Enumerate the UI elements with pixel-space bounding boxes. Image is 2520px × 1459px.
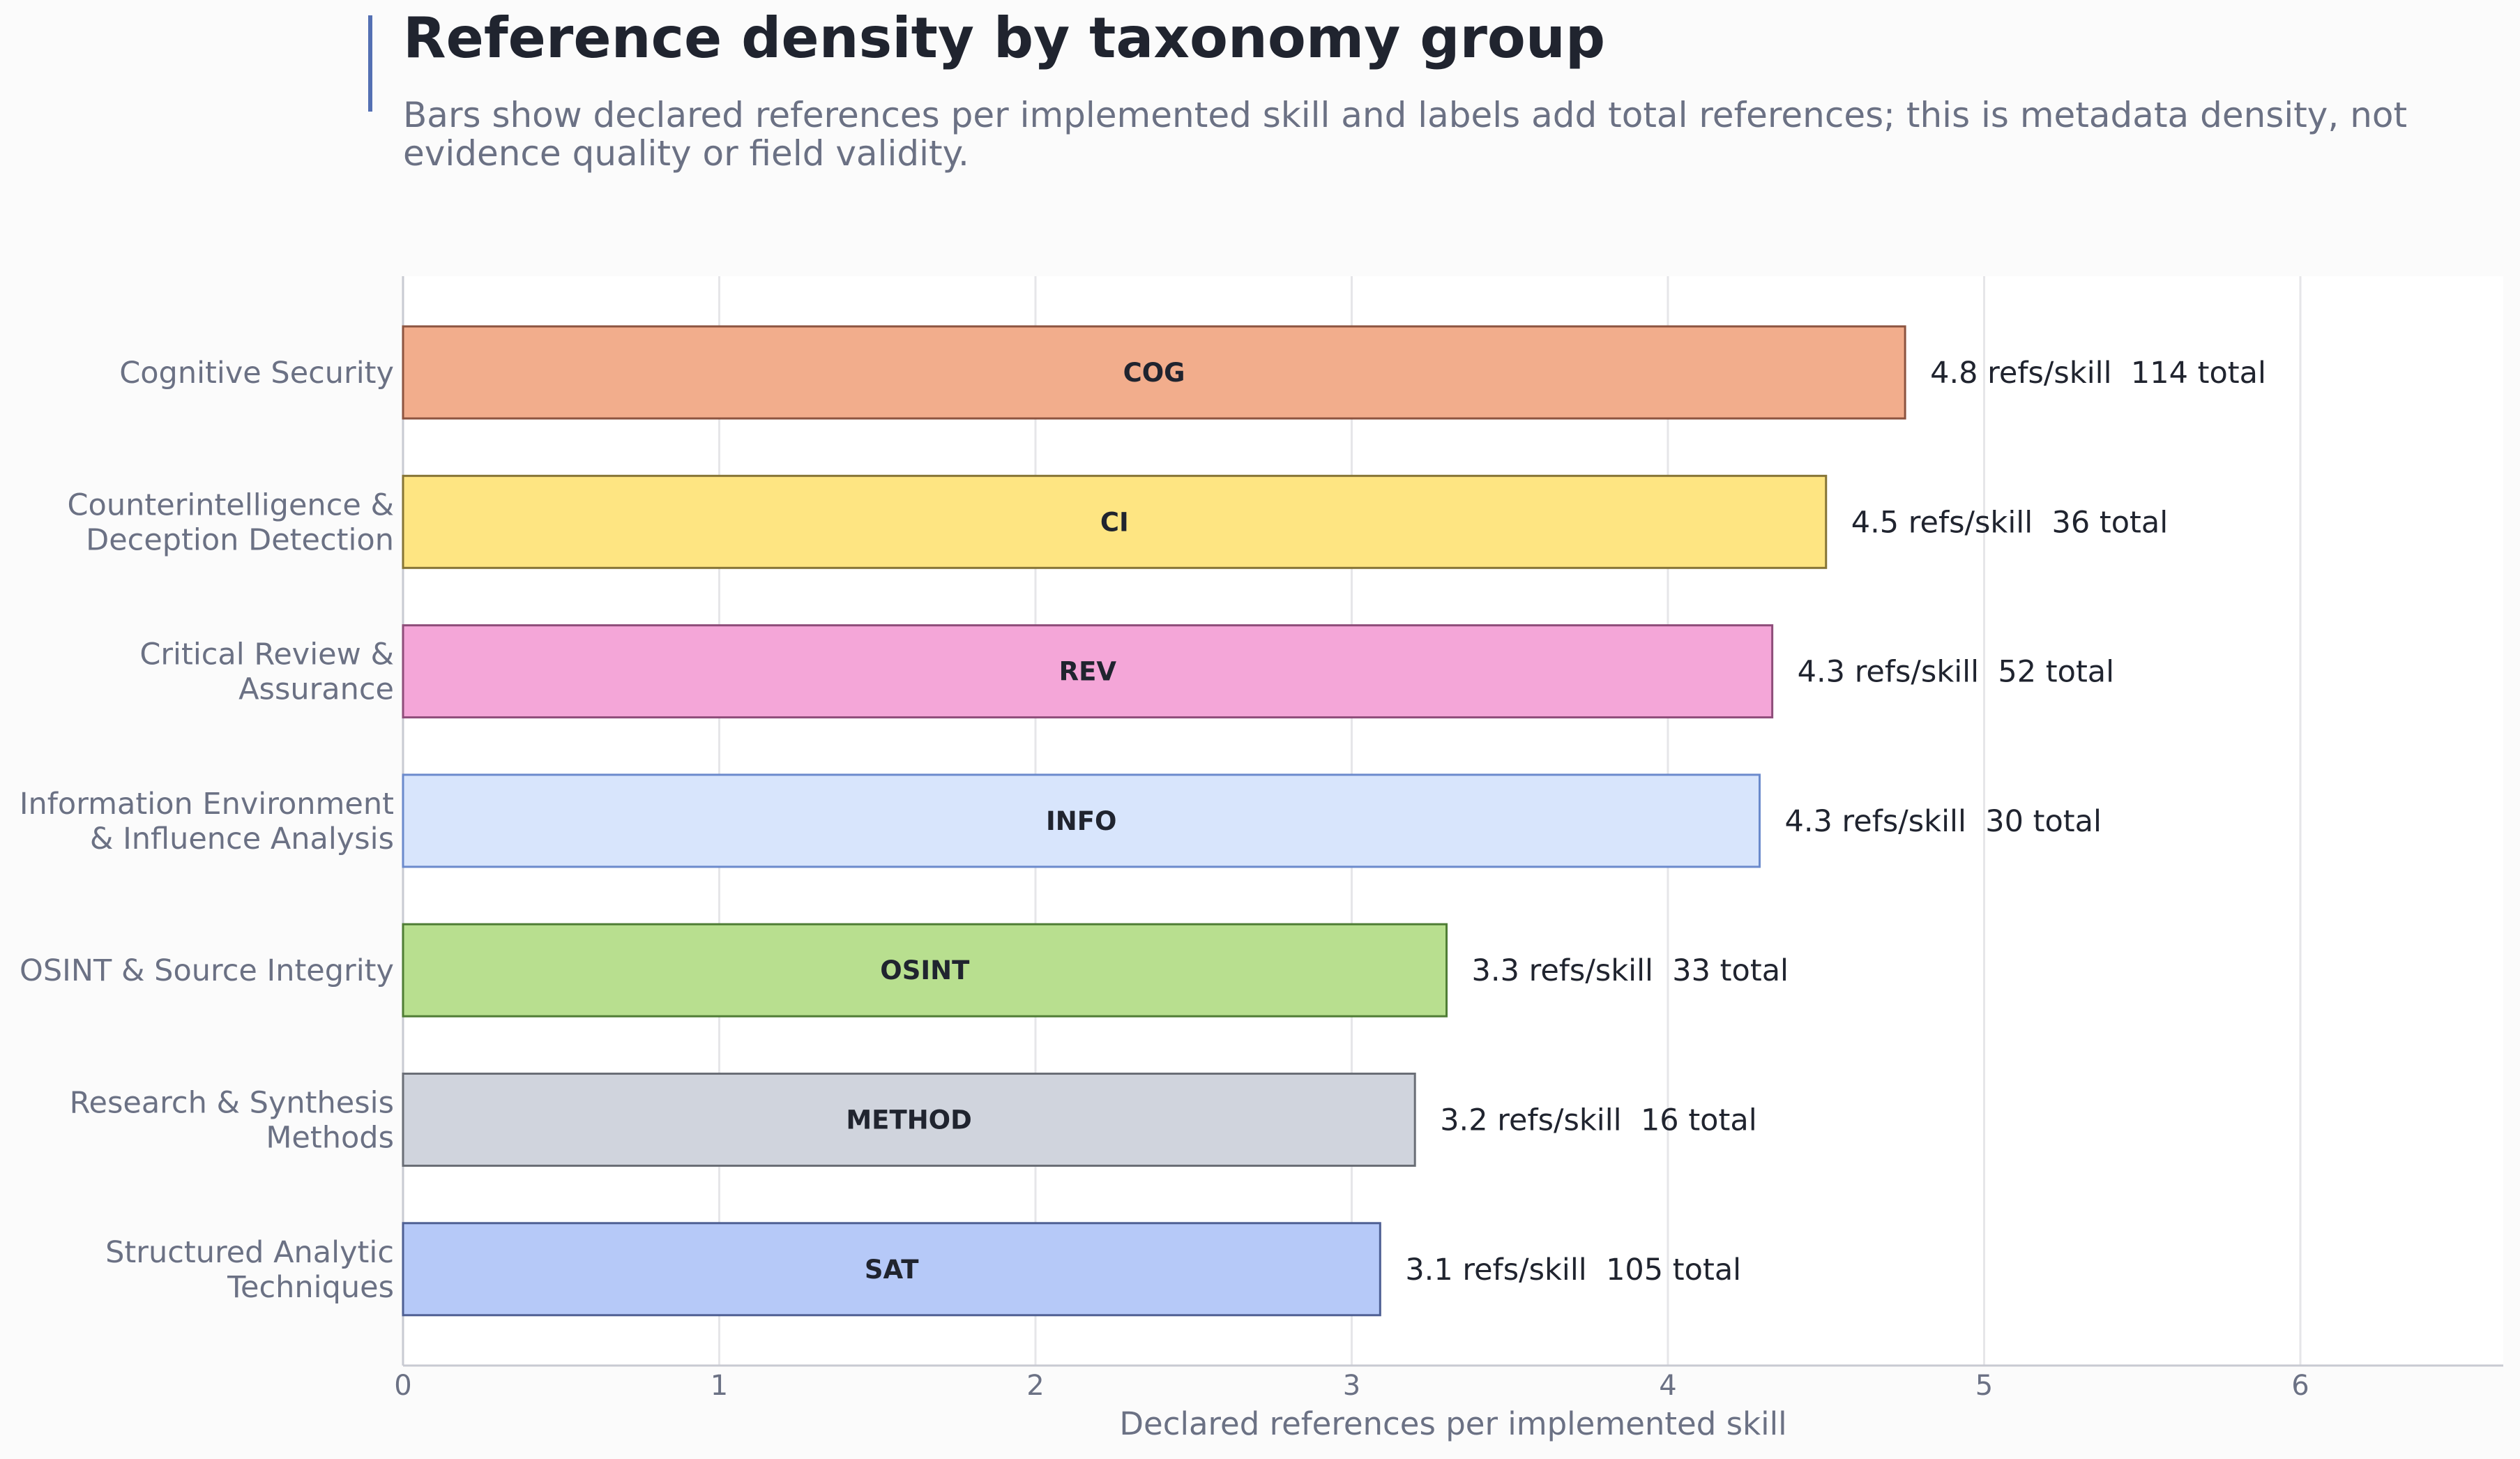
x-tick-label: 6: [2291, 1370, 2309, 1402]
bar-value-label: 4.3 refs/skill 52 total: [1798, 655, 2114, 690]
bar-code-label: REV: [1059, 657, 1117, 687]
bar: [402, 624, 1774, 719]
chart-subtitle-line-1: Bars show declared references per implem…: [403, 95, 2407, 135]
chart-header: Reference density by taxonomy group Bars…: [368, 6, 2407, 174]
y-category-label: Structured Analytic: [105, 1235, 394, 1270]
chart-title: Reference density by taxonomy group: [403, 6, 1605, 70]
y-category-label: OSINT & Source Integrity: [20, 953, 394, 988]
bar-value-label: 4.5 refs/skill 36 total: [1851, 505, 2168, 540]
x-tick-label: 1: [711, 1370, 728, 1402]
y-category-label: Deception Detection: [86, 522, 394, 557]
plot-area: 0 1 2 3 4 5 6 COG 4.8 refs/skill 114 total Cognit…: [20, 276, 2503, 1402]
bar-value-label: 4.8 refs/skill 114 total: [1930, 356, 2266, 391]
bar: [402, 773, 1761, 868]
y-category-label: Research & Synthesis: [70, 1086, 394, 1121]
x-tick-label: 0: [394, 1370, 411, 1402]
y-category-label: & Influence Analysis: [90, 822, 394, 856]
x-axis-label: Declared references per implemented skil…: [1119, 1405, 1786, 1442]
bar: [402, 1222, 1381, 1317]
bar-value-label: 4.3 refs/skill 30 total: [1785, 804, 2102, 839]
y-category-label: Critical Review &: [139, 637, 394, 672]
y-category-label: Cognitive Security: [119, 356, 394, 391]
bar: [402, 325, 1906, 420]
bar: [402, 474, 1828, 569]
bar-code-label: COG: [1123, 358, 1185, 388]
y-category-label: Counterintelligence &: [68, 487, 395, 522]
y-category-label: Information Environment: [20, 787, 394, 822]
bar-value-label: 3.3 refs/skill 33 total: [1472, 953, 1789, 988]
chart-subtitle-line-2: evidence quality or field validity.: [403, 133, 969, 174]
bar-code-label: INFO: [1046, 806, 1116, 836]
bar-code-label: CI: [1100, 507, 1129, 537]
bar-code-label: METHOD: [846, 1105, 971, 1135]
x-tick-label: 4: [1659, 1370, 1676, 1402]
bar: [402, 1073, 1416, 1167]
x-tick-label: 3: [1343, 1370, 1360, 1402]
bar-value-label: 3.2 refs/skill 16 total: [1440, 1103, 1756, 1138]
bar-value-label: 3.1 refs/skill 105 total: [1405, 1253, 1741, 1287]
y-category-label: Techniques: [227, 1270, 394, 1305]
title-accent-bar: [368, 15, 372, 112]
bar-code-label: SAT: [865, 1255, 919, 1285]
x-tick-label: 2: [1026, 1370, 1044, 1402]
bar: [402, 923, 1448, 1018]
x-tick-label: 5: [1975, 1370, 1993, 1402]
y-category-label: Assurance: [238, 672, 394, 707]
bar-code-label: OSINT: [880, 955, 970, 985]
y-category-label: Methods: [266, 1121, 394, 1156]
